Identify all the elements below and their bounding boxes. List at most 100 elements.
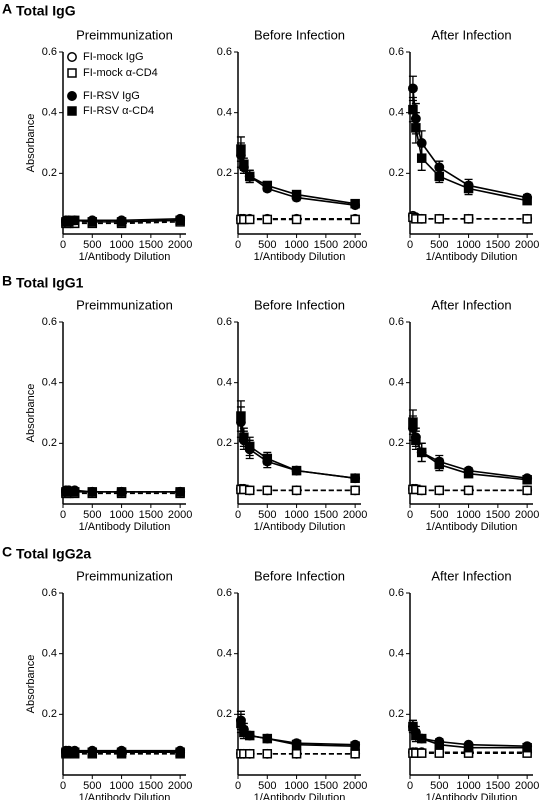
- marker: [350, 741, 360, 751]
- chart-title: Preimmunization: [76, 568, 173, 583]
- y-tick-label: 0.4: [217, 377, 232, 389]
- marker: [175, 487, 185, 497]
- marker: [434, 748, 445, 758]
- y-tick-label: 0.2: [389, 167, 404, 179]
- marker: [116, 487, 127, 497]
- marker: [175, 747, 185, 757]
- marker: [239, 432, 249, 443]
- marker: [236, 411, 246, 421]
- marker: [350, 485, 360, 496]
- marker: [434, 739, 445, 750]
- x-axis-label: 1/Antibody Dilution: [79, 792, 171, 800]
- x-tick-label: 1500: [139, 239, 163, 251]
- y-tick-label: 0.2: [42, 167, 57, 179]
- marker: [244, 749, 255, 759]
- y-tick-label: 0.4: [42, 107, 57, 119]
- x-tick-label: 500: [258, 239, 276, 251]
- marker: [236, 144, 246, 154]
- y-tick-label: 0.2: [217, 708, 232, 720]
- x-tick-label: 0: [407, 239, 413, 251]
- x-axis-label: 1/Antibody Dilution: [426, 792, 518, 800]
- legend-marker: [67, 68, 77, 78]
- x-tick-label: 0: [407, 509, 413, 521]
- y-axis-label: Absorbance: [25, 384, 37, 443]
- x-tick-label: 2000: [343, 239, 367, 251]
- x-tick-label: 1500: [139, 509, 163, 521]
- x-tick-label: 1500: [314, 509, 338, 521]
- x-tick-label: 1000: [284, 509, 308, 521]
- marker: [291, 189, 302, 200]
- y-tick-label: 0.6: [217, 587, 232, 599]
- marker: [116, 217, 127, 227]
- marker: [87, 217, 98, 227]
- legend-label: FI-mock α-CD4: [83, 67, 158, 79]
- x-tick-label: 2000: [168, 509, 192, 521]
- legend-marker: [67, 91, 77, 101]
- marker: [262, 485, 273, 496]
- x-tick-label: 0: [235, 780, 241, 792]
- x-tick-label: 2000: [343, 780, 367, 792]
- marker: [416, 214, 427, 224]
- x-axis-label: 1/Antibody Dilution: [254, 251, 346, 263]
- x-axis-label: 1/Antibody Dilution: [79, 251, 171, 263]
- marker: [244, 730, 255, 741]
- marker: [244, 171, 255, 182]
- legend-marker: [67, 52, 77, 62]
- y-tick-label: 0.4: [389, 107, 404, 119]
- marker: [416, 485, 427, 496]
- panel: Before Infection 0.2 0.4 0.6 0 500 1000 1500 200…: [217, 568, 368, 800]
- x-axis-label: 1/Antibody Dilution: [254, 792, 346, 800]
- marker: [262, 453, 273, 464]
- y-tick-label: 0.2: [42, 437, 57, 449]
- marker: [236, 718, 246, 729]
- x-tick-label: 1500: [314, 239, 338, 251]
- marker: [350, 749, 360, 759]
- legend-marker: [67, 106, 77, 116]
- y-tick-label: 0.2: [217, 167, 232, 179]
- y-tick-label: 0.6: [42, 316, 57, 328]
- panel: Preimmunization 0.2 0.4 0.6 0 500 1000 1500 2000…: [25, 297, 192, 532]
- marker: [434, 459, 445, 470]
- row-title: Total IgG2a: [16, 546, 91, 562]
- chart-title: Before Infection: [254, 568, 345, 583]
- marker: [463, 183, 474, 194]
- x-tick-label: 1500: [314, 780, 338, 792]
- x-tick-label: 1000: [284, 780, 308, 792]
- marker: [175, 215, 185, 226]
- x-tick-label: 500: [430, 780, 448, 792]
- y-tick-label: 0.6: [42, 587, 57, 599]
- x-tick-label: 1000: [456, 780, 480, 792]
- marker: [408, 417, 418, 427]
- y-tick-label: 0.6: [42, 46, 57, 58]
- x-tick-label: 500: [258, 509, 276, 521]
- marker: [262, 749, 273, 759]
- marker: [407, 83, 418, 94]
- marker: [239, 159, 249, 169]
- marker: [262, 733, 273, 744]
- marker: [116, 747, 127, 757]
- panel-letter: A: [2, 1, 12, 17]
- x-tick-label: 1500: [486, 239, 510, 251]
- x-tick-label: 1500: [486, 509, 510, 521]
- marker: [244, 214, 255, 225]
- legend-label: FI-RSV IgG: [83, 90, 140, 102]
- x-tick-label: 2000: [515, 780, 539, 792]
- x-tick-label: 500: [258, 780, 276, 792]
- panel: After Infection 0.2 0.4 0.6 0 500 1000 1500 2000…: [389, 297, 540, 532]
- marker: [69, 215, 80, 226]
- x-tick-label: 0: [235, 239, 241, 251]
- chart-title: Preimmunization: [76, 27, 173, 42]
- x-tick-label: 1000: [456, 239, 480, 251]
- marker: [87, 747, 98, 757]
- marker: [350, 473, 360, 483]
- x-tick-label: 2000: [515, 239, 539, 251]
- y-tick-label: 0.2: [217, 437, 232, 449]
- marker: [416, 153, 427, 163]
- x-tick-label: 500: [83, 239, 101, 251]
- y-axis-label: Absorbance: [25, 655, 37, 714]
- marker: [463, 468, 474, 479]
- x-tick-label: 1000: [109, 509, 133, 521]
- chart-title: Preimmunization: [76, 297, 173, 312]
- marker: [411, 123, 421, 133]
- y-tick-label: 0.4: [42, 648, 57, 660]
